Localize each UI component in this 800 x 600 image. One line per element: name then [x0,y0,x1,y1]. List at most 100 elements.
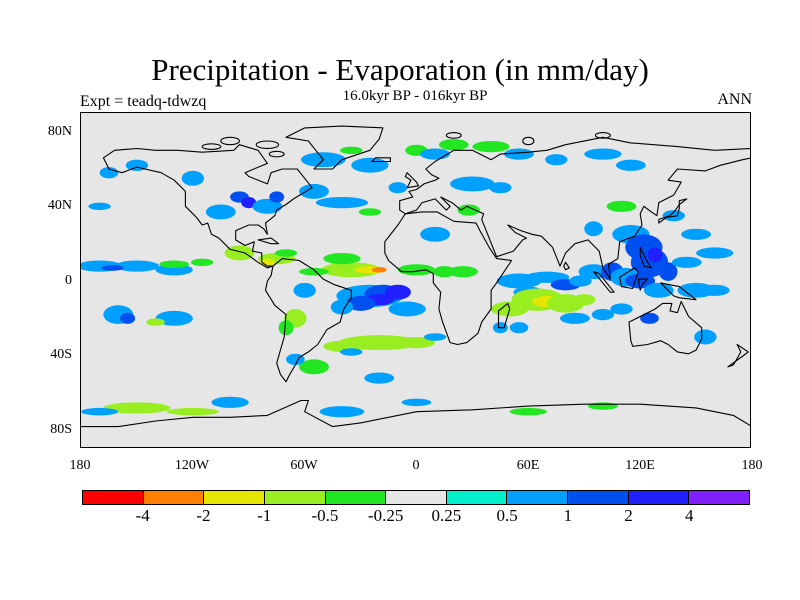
lat-label-40s: 40S [50,347,72,362]
colorbar-swatch [264,491,326,504]
anomaly-patch [560,312,590,324]
anomaly-patch [321,262,382,278]
colorbar-label: 4 [685,506,694,525]
anomaly-patch [293,282,316,298]
anomaly-patch [397,264,436,276]
coastline-island [594,132,611,139]
coastline-borneo [619,267,639,290]
anomaly-patch [420,226,451,242]
colorbar-label: -2 [196,506,211,525]
anomaly-patch [438,139,469,151]
anomaly-patch [323,253,361,265]
chart-title: Precipitation - Evaporation (in mm/day) [151,52,649,87]
coastline-greenland [285,125,384,170]
colorbar-label: 0.5 [496,506,518,525]
colorbar-swatch [628,491,690,504]
anomaly-patch [384,284,411,300]
anomaly-patch [694,329,717,345]
lat-label-80n: 80N [47,124,72,139]
colorbar-swatch [325,491,387,504]
anomaly-patch [448,266,479,278]
lat-label-40n: 40N [47,198,72,213]
anomaly-patch [241,197,257,209]
colorbar-label: 0.25 [431,506,462,525]
coastline-british-isles [404,172,419,189]
coastline-island [201,143,222,150]
lon-label-60w: 60W [290,458,318,473]
colorbar-label: -0.5 [311,506,339,525]
lon-label-60e: 60E [516,458,540,473]
anomaly-patch [120,312,136,324]
anomaly-patch [319,406,365,418]
coastline-new-guinea [660,282,697,301]
anomaly-patch [587,402,618,410]
anomaly-patch [615,159,646,171]
colorbar-swatch [446,491,508,504]
anomaly-patch [351,157,389,173]
anomaly-patch [340,348,363,356]
anomaly-patch [166,407,219,416]
coastline-philippines [639,246,652,269]
anomaly-patch [584,148,622,160]
lat-label-80s: 80S [50,422,72,437]
anomaly-patch [681,228,711,240]
coastline-south-america [264,258,352,383]
anomaly-patch [671,256,702,268]
coastline-africa [384,211,513,346]
experiment-label: Expt = teadq-tdwzq [80,93,207,110]
coastline-madagascar [497,302,511,329]
anomaly-patch [573,294,596,306]
chart-subtitle: 16.0kyr BP - 016kyr BP [342,88,488,104]
colorbar-label: 2 [624,506,633,525]
anomaly-patch [699,284,730,296]
lon-label-120e: 120E [625,458,655,473]
lon-label-180e: 180 [741,458,763,473]
anomaly-patch [625,273,656,289]
anomaly-patch [433,266,456,278]
coastline-antarctica-edge [81,399,750,428]
anomaly-patch [190,258,214,267]
colorbar-label: -4 [135,506,150,525]
map-canvas [81,125,750,428]
anomaly-patch [489,182,512,194]
anomaly-patch [278,320,294,336]
anomaly-patch [662,210,685,222]
coastline-australia [628,300,703,355]
anomaly-patch [423,333,447,341]
coastline-island [445,132,462,139]
anomaly-patch [88,202,111,211]
anomaly-patch [584,221,603,237]
anomaly-patch [345,295,376,311]
coastline-iceland [371,157,391,163]
anomaly-patch [211,396,249,408]
anomaly-patch [643,282,674,298]
anomaly-patch [696,247,734,259]
coastline-sri-lanka [563,261,570,271]
colorbar-label: -1 [257,506,272,525]
anomaly-patch [181,170,205,186]
coastline-sulawesi [637,278,649,291]
anomaly-patch [274,249,298,257]
lon-label-180w: 180 [69,458,91,473]
coastline-island [220,136,240,146]
anomaly-patch [401,398,432,407]
anomaly-patch [647,247,663,263]
coastline-japan [658,198,688,224]
anomaly-patch [358,208,382,216]
anomaly-patch [299,267,329,276]
anomaly-patch [658,262,678,281]
coastline-island [522,136,535,146]
anomaly-patch [545,154,568,166]
anomaly-patch [569,275,592,287]
map-plot-area [80,112,751,448]
colorbar-swatch [204,491,265,504]
anomaly-patch [330,299,354,315]
anomaly-patch [388,182,408,194]
colorbar-swatch [507,491,569,504]
anomaly-patch [205,204,236,220]
coastline-island [268,150,285,158]
colorbar-label: -0.25 [367,506,404,525]
anomaly-patch [397,337,436,349]
anomaly-patch [159,260,190,268]
anomaly-patch [146,318,165,326]
